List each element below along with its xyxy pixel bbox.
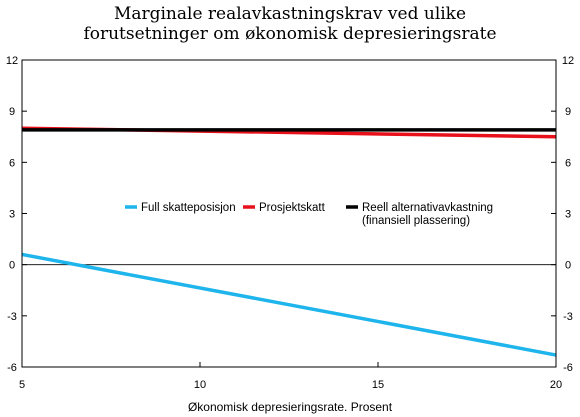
y-tick-label-left: 3 xyxy=(9,209,15,221)
x-tick-label: 5 xyxy=(19,379,25,391)
chart-title-line-1: Marginale realavkastningskrav ved ulike xyxy=(114,4,466,24)
series-group xyxy=(21,126,557,357)
y-tick-label-left: 0 xyxy=(9,260,15,272)
y-tick-label-right: 12 xyxy=(562,55,574,67)
x-tick-label: 15 xyxy=(372,379,384,391)
legend-label-reell-alternativavkastning-line-2: (finansiell plassering) xyxy=(362,215,470,227)
y-tick-label-left: 6 xyxy=(9,157,15,169)
y-tick-label-right: 6 xyxy=(565,157,571,169)
x-tick-label: 10 xyxy=(194,379,206,391)
legend: Full skatteposisjon Prosjektskatt Reell … xyxy=(125,202,493,227)
legend-label-prosjektskatt: Prosjektskatt xyxy=(259,202,326,214)
y-tick-label-left: 9 xyxy=(9,106,15,118)
y-tick-labels-left: 12 9 6 3 0 -3 -6 xyxy=(6,55,18,374)
series-line-0 xyxy=(21,252,557,357)
chart-title-line-2: forutsetninger om økonomisk depresiering… xyxy=(83,24,496,44)
y-tick-label-right: -3 xyxy=(563,311,573,323)
y-tick-label-right: 3 xyxy=(565,209,571,221)
x-tick-labels: 5 10 15 20 xyxy=(19,379,562,391)
legend-label-reell-alternativavkastning: Reell alternativavkastning xyxy=(362,202,493,214)
y-tick-label-right: 0 xyxy=(565,260,571,272)
y-tick-label-left: 12 xyxy=(6,55,18,67)
tick-marks xyxy=(21,59,557,368)
y-tick-label-right: 9 xyxy=(565,106,571,118)
y-tick-label-right: -6 xyxy=(563,362,573,374)
y-tick-labels-right: 12 9 6 3 0 -3 -6 xyxy=(562,55,574,374)
y-tick-label-left: -3 xyxy=(7,311,17,323)
x-tick-label: 20 xyxy=(550,379,562,391)
legend-label-full-skatteposisjon: Full skatteposisjon xyxy=(141,202,236,214)
y-tick-label-left: -6 xyxy=(7,362,17,374)
x-axis-label: Økonomisk depresieringsrate. Prosent xyxy=(188,400,393,414)
